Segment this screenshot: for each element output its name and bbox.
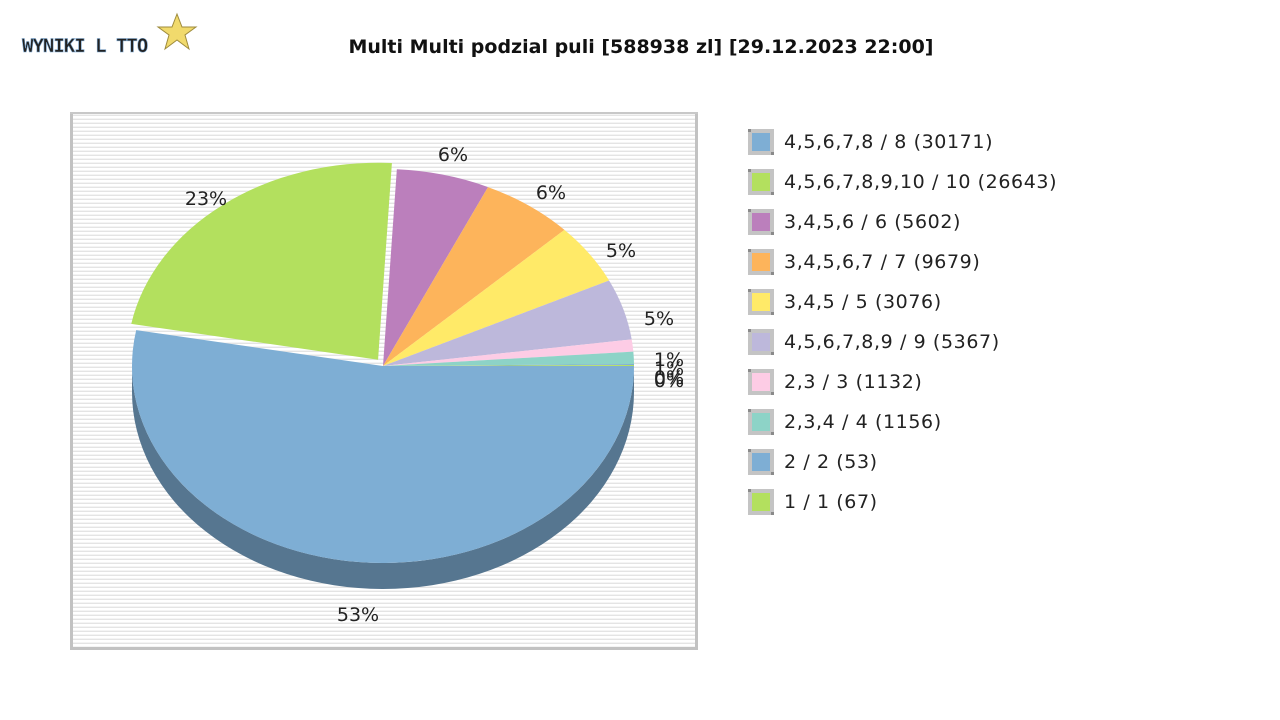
- pie-percent-label: 5%: [644, 308, 674, 330]
- legend-item: 3,4,5,6,7 / 7 (9679): [748, 242, 1057, 282]
- pie-slice: [383, 169, 488, 366]
- pie-percent-label: 23%: [185, 188, 227, 210]
- pie-percent-label: 0%: [654, 367, 684, 389]
- legend-swatch: [748, 249, 774, 275]
- plot-area: 53% 23% 6% 6% 5% 5% 1% 1% 0% 0%: [70, 112, 698, 650]
- legend-swatch: [748, 209, 774, 235]
- legend-item: 3,4,5,6 / 6 (5602): [748, 202, 1057, 242]
- star-icon: [156, 12, 198, 51]
- pie-percent-label: 53%: [337, 604, 379, 626]
- pie-slice: [131, 162, 392, 360]
- pie-percent-label: 5%: [606, 240, 636, 262]
- legend-label: 4,5,6,7,8,9,10 / 10 (26643): [784, 171, 1058, 193]
- legend-label: 3,4,5 / 5 (3076): [784, 291, 942, 313]
- legend-swatch: [748, 129, 774, 155]
- pie-percent-label: 0%: [654, 370, 684, 392]
- legend-swatch: [748, 489, 774, 515]
- legend-label: 4,5,6,7,8,9 / 9 (5367): [784, 331, 1000, 353]
- pie-slice: [383, 364, 634, 366]
- legend-label: 2,3 / 3 (1132): [784, 371, 923, 393]
- legend-label: 1 / 1 (67): [784, 491, 878, 513]
- legend-item: 3,4,5 / 5 (3076): [748, 282, 1057, 322]
- legend-swatch: [748, 169, 774, 195]
- legend-item: 1 / 1 (67): [748, 482, 1057, 522]
- legend-item: 4,5,6,7,8,9 / 9 (5367): [748, 322, 1057, 362]
- legend-item: 4,5,6,7,8 / 8 (30171): [748, 122, 1057, 162]
- legend-item: 4,5,6,7,8,9,10 / 10 (26643): [748, 162, 1057, 202]
- pie-slice: [383, 339, 634, 366]
- pie-percent-label: 1%: [654, 349, 684, 371]
- pie-slice: [383, 280, 632, 366]
- pie-slice: [132, 330, 634, 563]
- legend-label: 3,4,5,6 / 6 (5602): [784, 211, 962, 233]
- legend-swatch: [748, 449, 774, 475]
- legend-label: 2 / 2 (53): [784, 451, 878, 473]
- pie-percent-label: 6%: [536, 182, 566, 204]
- legend-label: 2,3,4 / 4 (1156): [784, 411, 942, 433]
- pie-chart: 53%23%6%6%5%5%1%1%0%0%: [70, 112, 698, 650]
- pie-slice: [383, 351, 634, 366]
- pie-percent-label: 6%: [438, 144, 468, 166]
- pie-percent-label: 1%: [654, 358, 684, 380]
- legend-swatch: [748, 409, 774, 435]
- wyniki-lotto-logo[interactable]: WYNIKI L TTO: [20, 12, 242, 58]
- legend-swatch: [748, 329, 774, 355]
- logo-text: WYNIKI L TTO: [22, 35, 148, 57]
- chart-title: Multi Multi podzial puli [588938 zl] [29…: [348, 36, 934, 58]
- pie-slice: [383, 229, 610, 366]
- pie-slice: [383, 187, 565, 366]
- legend-swatch: [748, 289, 774, 315]
- legend-item: 2 / 2 (53): [748, 442, 1057, 482]
- legend-swatch: [748, 369, 774, 395]
- legend-item: 2,3 / 3 (1132): [748, 362, 1057, 402]
- legend: 4,5,6,7,8 / 8 (30171) 4,5,6,7,8,9,10 / 1…: [748, 122, 1057, 522]
- pie-slice: [383, 365, 634, 366]
- legend-item: 2,3,4 / 4 (1156): [748, 402, 1057, 442]
- legend-label: 4,5,6,7,8 / 8 (30171): [784, 131, 994, 153]
- logo-graphic: WYNIKI L TTO: [22, 12, 198, 57]
- legend-label: 3,4,5,6,7 / 7 (9679): [784, 251, 981, 273]
